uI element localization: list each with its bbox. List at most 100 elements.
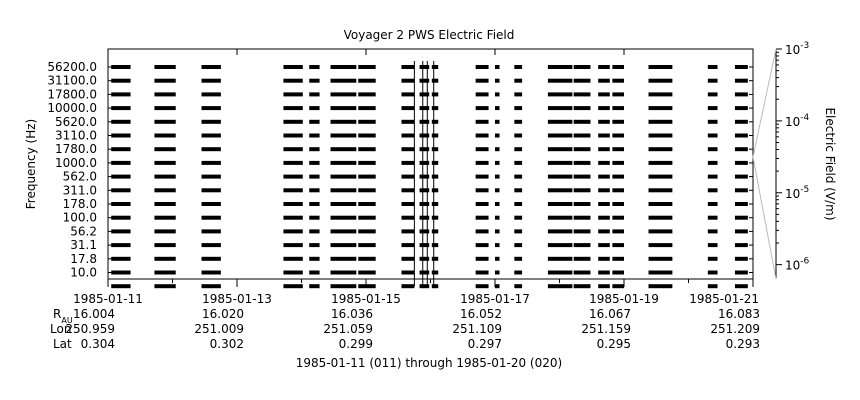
data-segment	[598, 229, 610, 234]
data-segment	[514, 160, 523, 165]
data-segment	[201, 65, 221, 69]
data-segment	[283, 202, 303, 206]
data-segment	[309, 256, 320, 261]
data-segment	[598, 174, 610, 179]
data-segment	[154, 215, 176, 220]
ephem-value: 16.067	[589, 307, 631, 321]
data-segment	[573, 284, 591, 289]
data-segment	[547, 119, 573, 124]
data-segment	[707, 78, 718, 83]
ephem-value: 0.302	[210, 337, 244, 351]
data-segment	[358, 243, 376, 248]
data-segment	[734, 229, 748, 234]
data-segment	[419, 188, 430, 193]
data-segment	[707, 202, 718, 206]
data-segment	[358, 202, 376, 206]
data-segment	[648, 256, 673, 261]
data-segment	[707, 92, 718, 97]
data-segment	[573, 174, 591, 179]
x-tick-label: 1985-01-11	[73, 292, 143, 306]
data-segment	[707, 188, 718, 193]
data-segment	[648, 160, 673, 165]
data-segment	[201, 284, 221, 289]
data-segment	[358, 284, 376, 289]
data-segment	[330, 106, 357, 111]
data-segment	[648, 202, 673, 206]
data-segment	[612, 65, 624, 69]
data-segment	[330, 284, 357, 289]
data-segment	[734, 174, 748, 179]
data-segment	[431, 65, 439, 69]
x-axis-tick-labels: 1985-01-11 1985-01-13 1985-01-15 1985-01-17…	[73, 292, 759, 306]
data-segment	[547, 284, 573, 289]
data-segment	[419, 229, 430, 234]
colorbar-tick-label: 10-3	[785, 41, 809, 57]
data-segment	[283, 106, 303, 111]
data-segment	[330, 188, 357, 193]
data-segment	[514, 243, 523, 248]
data-segment	[612, 133, 624, 138]
data-segment	[309, 284, 320, 289]
data-segment	[431, 202, 439, 206]
colorbar-tick-label: 10-6	[785, 257, 810, 273]
y-tick-label: 10000.0	[47, 101, 97, 115]
data-segment	[431, 243, 439, 248]
data-segments	[111, 61, 748, 289]
data-segment	[598, 65, 610, 69]
ephem-value: 251.159	[581, 322, 631, 336]
data-segment	[475, 229, 489, 234]
data-segment	[734, 188, 748, 193]
ephem-value: 0.297	[468, 337, 502, 351]
data-segment	[309, 119, 320, 124]
data-segment	[401, 65, 415, 69]
data-segment	[201, 202, 221, 206]
data-segment	[330, 78, 357, 83]
data-segment	[283, 65, 303, 69]
data-segment	[358, 78, 376, 83]
data-segment	[475, 147, 489, 152]
data-segment	[514, 188, 523, 193]
data-segment	[111, 65, 131, 69]
data-segment	[514, 229, 523, 234]
data-segment	[475, 65, 489, 69]
data-segment	[573, 106, 591, 111]
y-tick-label: 31100.0	[47, 74, 97, 88]
data-segment	[401, 106, 415, 111]
data-segment	[431, 160, 439, 165]
colorbar-tick-label: 10-5	[785, 185, 809, 201]
data-segment	[431, 270, 439, 275]
colorbar-connector-bottom	[752, 156, 777, 280]
data-segment	[201, 174, 221, 179]
data-segment	[154, 133, 176, 138]
y-axis-tick-labels: 56200.031100.017800.010000.05620.03110.0…	[47, 60, 97, 280]
data-segment	[419, 174, 430, 179]
data-segment	[547, 256, 573, 261]
data-segment	[547, 106, 573, 111]
data-segment	[547, 270, 573, 275]
data-segment	[495, 147, 500, 152]
data-segment	[612, 202, 624, 206]
data-segment	[330, 174, 357, 179]
data-segment	[514, 174, 523, 179]
x-tick-label: 1985-01-19	[589, 292, 659, 306]
data-segment	[612, 243, 624, 248]
data-segment	[514, 106, 523, 111]
data-segment	[283, 174, 303, 179]
data-segment	[419, 202, 430, 206]
data-segment	[573, 147, 591, 152]
data-segment	[431, 188, 439, 193]
y-tick-label: 3110.0	[55, 129, 97, 143]
data-segment	[154, 147, 176, 152]
y-tick-label: 1780.0	[55, 142, 97, 156]
data-segment	[612, 256, 624, 261]
data-segment	[514, 78, 523, 83]
data-segment	[154, 174, 176, 179]
data-segment	[495, 160, 500, 165]
data-segment	[283, 147, 303, 152]
data-segment	[514, 256, 523, 261]
data-segment	[648, 284, 673, 289]
ephem-value: 251.059	[323, 322, 373, 336]
y-tick-label: 562.0	[63, 170, 97, 184]
data-segment	[201, 215, 221, 220]
